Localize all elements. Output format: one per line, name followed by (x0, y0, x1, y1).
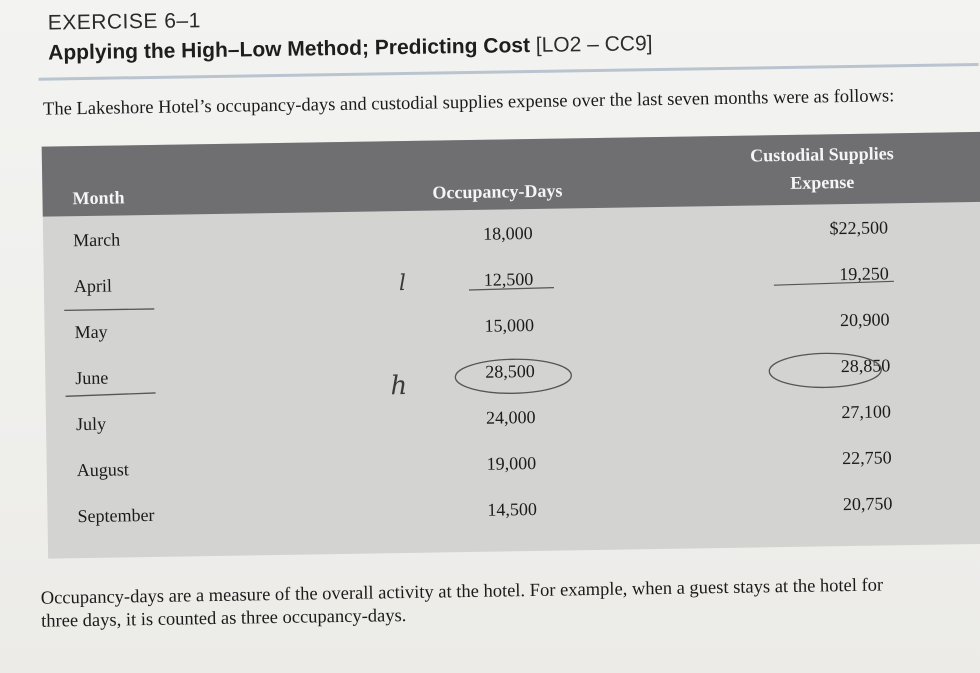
exercise-title-text: Applying the High–Low Method; Predicting… (48, 33, 531, 65)
high-mark: h (390, 370, 408, 402)
june-underline (65, 392, 156, 397)
low-expense-underline (773, 280, 894, 286)
low-occupancy-underline (468, 287, 554, 291)
low-mark: l (398, 270, 407, 297)
intro-paragraph: The Lakeshore Hotel’s occupancy-days and… (42, 86, 895, 120)
exercise-number: EXERCISE 6–1 (47, 9, 201, 35)
footnote-paragraph: Occupancy-days are a measure of the over… (41, 573, 980, 634)
high-expense-circle (768, 352, 882, 389)
data-table: Month Occupancy-Days Custodial Supplies … (41, 131, 980, 559)
title-rule (38, 62, 979, 81)
exercise-title: Applying the High–Low Method; Predicting… (48, 32, 653, 65)
learning-objective-codes: [LO2 – CC9] (535, 32, 653, 57)
april-underline (64, 308, 155, 311)
high-occupancy-circle (454, 358, 572, 394)
pencil-annotations (64, 280, 894, 397)
